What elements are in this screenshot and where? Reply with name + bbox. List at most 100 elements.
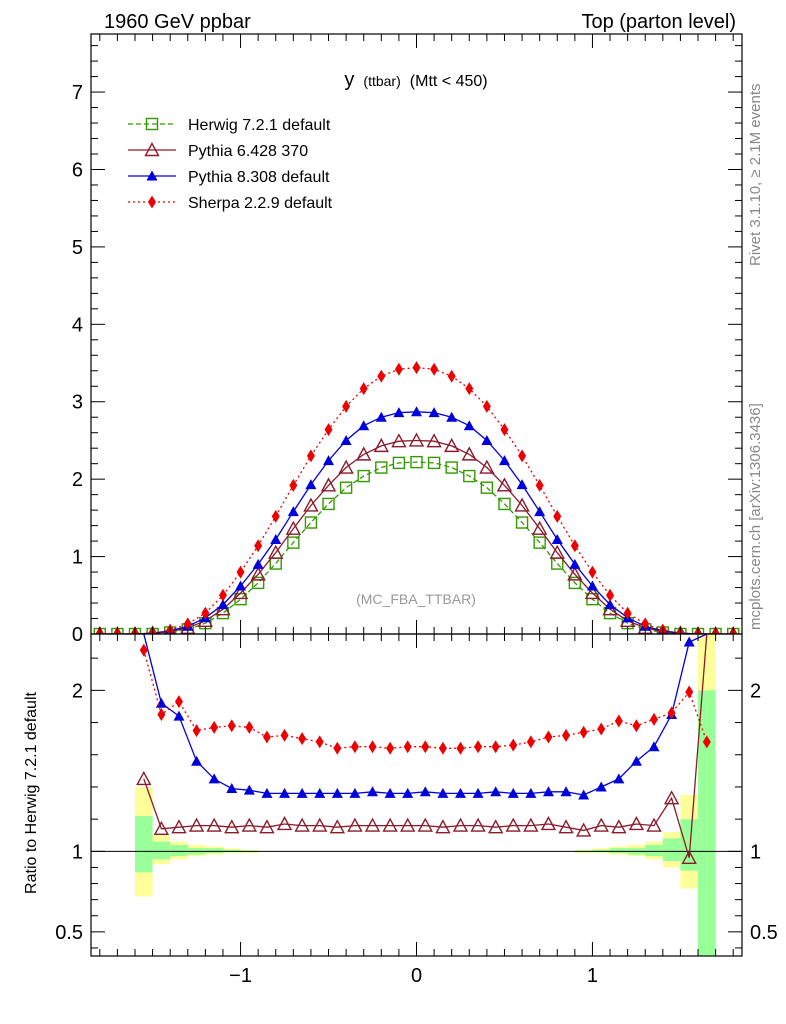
main-point-3-5 <box>183 617 192 631</box>
main-point-1-23 <box>496 477 513 492</box>
main-series-1 <box>95 432 738 634</box>
ratio-point-1-26 <box>593 817 609 832</box>
ratio-point-2-12 <box>349 787 361 798</box>
ratio-point-2-22 <box>525 787 537 798</box>
main-point-0-11 <box>287 536 300 549</box>
main-point-0-24 <box>515 516 529 529</box>
ratio-point-1-17 <box>435 819 451 834</box>
main-point-0-14 <box>339 481 353 494</box>
main-point-3-7 <box>218 588 227 602</box>
ratio-point-2-27 <box>613 773 625 784</box>
ratio-point-3-30 <box>667 706 676 720</box>
ratio-point-2-10 <box>314 787 326 798</box>
ratio-point-1-7 <box>259 819 275 834</box>
ratio-point-2-4 <box>208 773 220 784</box>
analysis-label: (MC_FBA_TTBAR) <box>356 591 476 607</box>
ratio-series-group <box>91 634 742 864</box>
ratio-point-3-5 <box>227 719 236 733</box>
main-point-2-24 <box>516 479 528 490</box>
plot-title: y (ttbar) (Mtt < 450) <box>344 69 487 91</box>
ratio-ytick-label-left: 2 <box>72 680 83 702</box>
ratio-point-1-16 <box>417 817 433 832</box>
main-point-1-13 <box>320 477 337 492</box>
main-point-3-6 <box>201 606 210 620</box>
rivet-label: Rivet 3.1.10, ≥ 2.1M events <box>747 84 764 267</box>
xtick-label: −1 <box>229 965 252 987</box>
ratio-frame <box>90 633 743 957</box>
ratio-point-3-15 <box>403 740 412 754</box>
ratio-point-1-3 <box>188 817 205 832</box>
legend-item-3: Sherpa 2.2.9 default <box>128 195 333 212</box>
ratio-point-1-27 <box>611 819 627 834</box>
main-point-3-26 <box>553 509 562 523</box>
ratio-point-3-9 <box>298 732 307 746</box>
ratio-point-1-28 <box>628 816 645 831</box>
ratio-point-2-11 <box>331 787 343 798</box>
ratio-point-1-10 <box>312 817 328 832</box>
ratio-point-3-31 <box>685 685 694 699</box>
band-green-2 <box>170 844 188 857</box>
ratio-point-3-23 <box>544 730 553 744</box>
main-point-2-22 <box>481 434 493 445</box>
plot-title-cut: (Mtt < 450) <box>410 73 488 90</box>
main-point-2-7 <box>217 599 229 610</box>
main-point-2-29 <box>604 599 616 610</box>
axis-ticks: 0 1 2 3 4 5 6 7 0.5 0.5 1 1 2 2 −1 0 1 <box>55 34 778 987</box>
main-point-0-20 <box>445 461 458 474</box>
ratio-point-1-1 <box>153 820 170 836</box>
mcplots-label: mcplots.cern.ch [arXiv:1306.3436] <box>747 403 764 630</box>
main-point-3-13 <box>324 423 333 437</box>
main-point-3-31 <box>641 617 650 631</box>
band-green-13 <box>680 819 699 871</box>
ratio-point-3-21 <box>509 738 518 752</box>
main-point-1-24 <box>514 497 530 512</box>
main-point-1-19 <box>426 433 442 448</box>
main-point-3-17 <box>394 362 403 376</box>
main-point-0-16 <box>375 461 388 474</box>
ratio-point-2-6 <box>243 784 255 795</box>
header-left: 1960 GeV ppbar <box>104 11 251 33</box>
ratio-point-1-30 <box>663 790 680 805</box>
main-point-0-12 <box>304 516 318 529</box>
main-point-2-21 <box>463 420 475 431</box>
ratio-line-3 <box>143 649 708 749</box>
ratio-point-3-3 <box>192 724 201 738</box>
ratio-point-2-3 <box>191 755 203 766</box>
ratio-point-1-12 <box>347 817 363 832</box>
ratio-point-3-14 <box>386 741 395 755</box>
ratio-point-1-5 <box>224 819 240 834</box>
ratio-point-1-22 <box>523 817 539 832</box>
band-green-1 <box>152 841 171 860</box>
main-point-0-13 <box>322 497 335 511</box>
band-green-11 <box>645 844 663 857</box>
main-point-0-19 <box>427 456 441 470</box>
main-point-1-22 <box>479 459 495 474</box>
main-point-1-17 <box>391 433 407 448</box>
ratio-point-2-13 <box>367 786 379 797</box>
band-green-4 <box>205 848 223 853</box>
main-ytick-label: 7 <box>72 82 83 104</box>
main-point-3-29 <box>606 588 615 602</box>
ratio-point-3-22 <box>526 735 535 749</box>
main-point-2-15 <box>358 420 370 431</box>
main-point-3-27 <box>570 539 579 553</box>
main-ytick-label: 6 <box>72 159 83 181</box>
ratio-ylabel: Ratio to Herwig 7.2.1 default <box>23 692 40 894</box>
ratio-point-3-10 <box>315 735 324 749</box>
band-green-12 <box>662 838 681 862</box>
ratio-point-1-6 <box>241 817 258 832</box>
main-ytick-label: 0 <box>72 624 83 646</box>
main-ytick-label: 5 <box>72 237 83 259</box>
ratio-point-2-19 <box>472 787 484 798</box>
ratio-series-1 <box>136 634 708 864</box>
main-point-2-9 <box>252 558 264 569</box>
main-point-1-12 <box>303 497 319 512</box>
legend-marker-1 <box>144 142 160 157</box>
ratio-point-1-14 <box>382 817 398 832</box>
ratio-point-3-11 <box>333 741 342 755</box>
ratio-point-1-31 <box>681 849 697 864</box>
ratio-point-1-11 <box>329 819 345 834</box>
legend-item-0: Herwig 7.2.1 default <box>128 117 331 134</box>
ratio-point-1-2 <box>171 819 187 834</box>
